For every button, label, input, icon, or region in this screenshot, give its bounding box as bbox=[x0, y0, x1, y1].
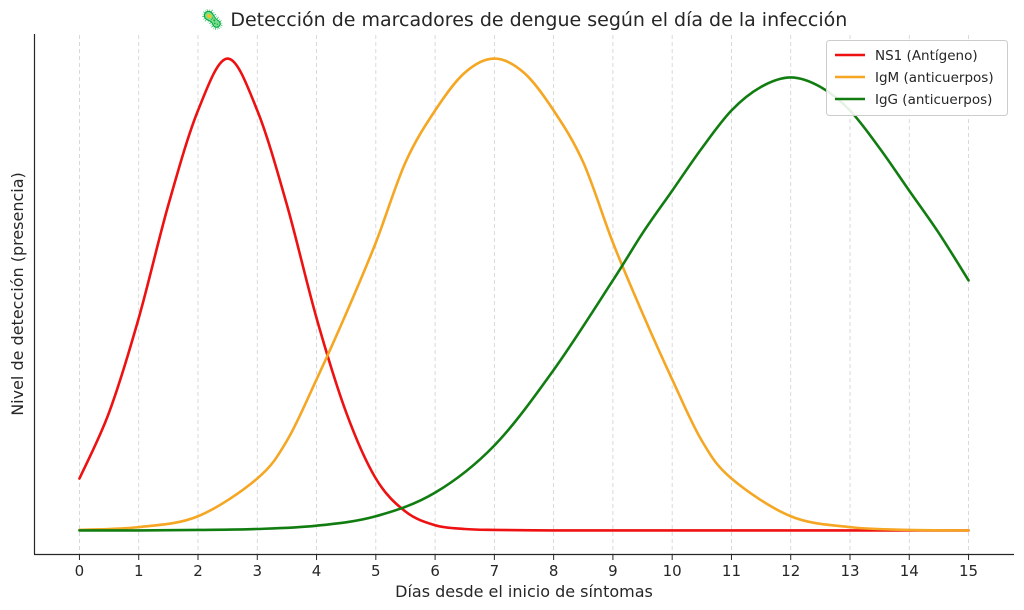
grid bbox=[79, 35, 969, 554]
series-line-2 bbox=[78, 76, 970, 532]
legend-frame bbox=[826, 40, 1008, 116]
x-axis-title: Días desde el inicio de síntomas bbox=[395, 582, 653, 601]
series-lines bbox=[78, 57, 970, 532]
x-tick-label: 8 bbox=[549, 562, 559, 580]
x-tick-label: 0 bbox=[75, 562, 85, 580]
legend: NS1 (Antígeno) IgM (anticuerpos) IgG (anti… bbox=[826, 40, 1008, 116]
x-tick-label: 6 bbox=[430, 562, 440, 580]
x-ticks: 0 1 2 3 4 5 6 7 8 9 10 11 12 13 14 15 bbox=[75, 554, 978, 580]
legend-label-2: IgG (anticuerpos) bbox=[875, 92, 992, 108]
x-tick-label: 3 bbox=[252, 562, 262, 580]
legend-label-0: NS1 (Antígeno) bbox=[875, 48, 978, 64]
x-tick-label: 14 bbox=[900, 562, 919, 580]
series-line-0 bbox=[78, 57, 970, 532]
y-axis-title: Nivel de detección (presencia) bbox=[8, 172, 27, 416]
series-line-1 bbox=[78, 57, 970, 532]
x-tick-label: 13 bbox=[840, 562, 859, 580]
chart-title: 🦠 Detección de marcadores de dengue segú… bbox=[201, 8, 848, 31]
x-tick-label: 1 bbox=[134, 562, 144, 580]
x-tick-label: 4 bbox=[312, 562, 322, 580]
x-tick-label: 12 bbox=[781, 562, 800, 580]
legend-label-1: IgM (anticuerpos) bbox=[875, 70, 994, 86]
x-tick-label: 2 bbox=[193, 562, 203, 580]
x-tick-label: 11 bbox=[722, 562, 741, 580]
x-tick-label: 5 bbox=[371, 562, 381, 580]
x-tick-label: 15 bbox=[959, 562, 978, 580]
x-tick-label: 9 bbox=[608, 562, 618, 580]
x-tick-label: 7 bbox=[490, 562, 500, 580]
axes bbox=[33, 34, 1014, 556]
x-tick-label: 10 bbox=[663, 562, 682, 580]
